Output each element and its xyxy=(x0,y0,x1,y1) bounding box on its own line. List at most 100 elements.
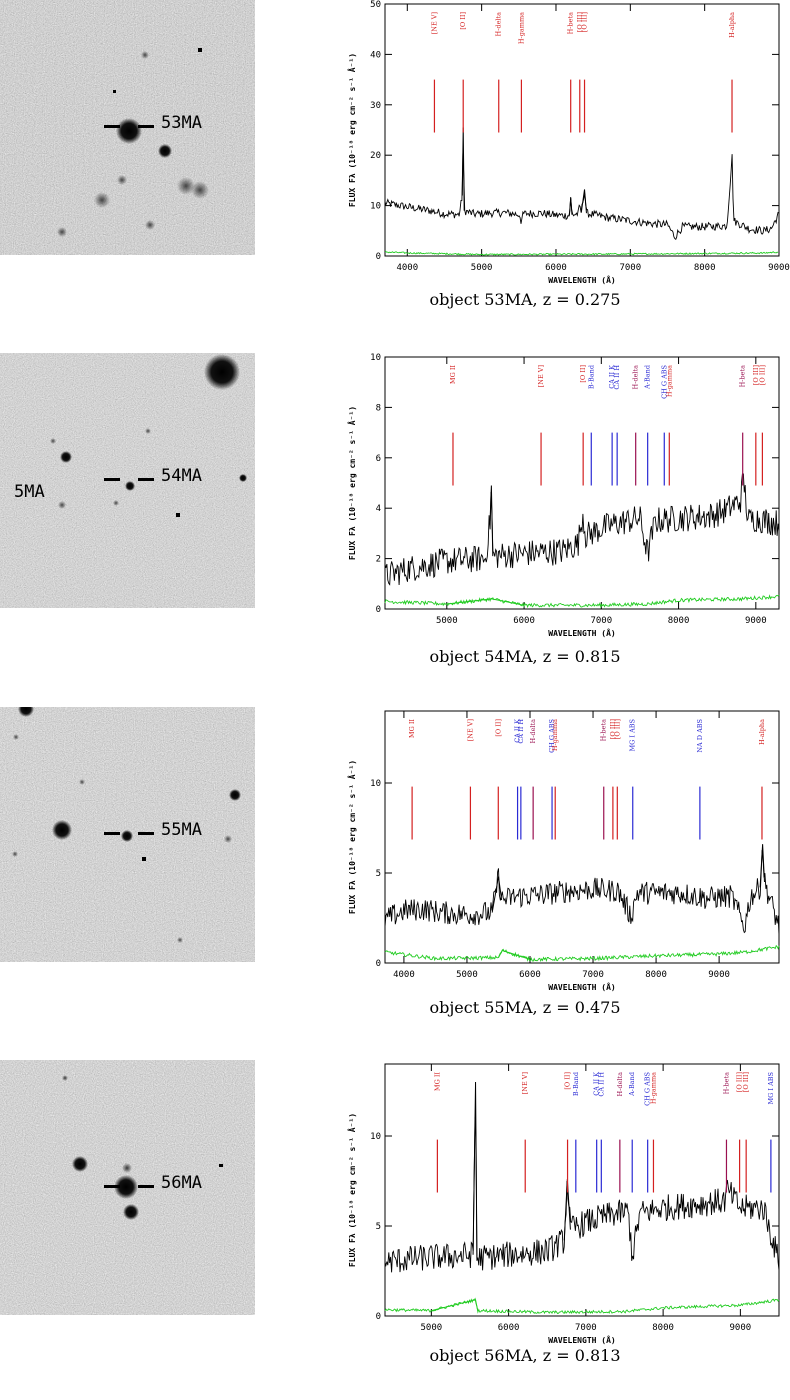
emission-peak xyxy=(759,844,766,888)
x-tick-label: 7000 xyxy=(582,970,604,980)
y-axis-label: FLUX Fλ (10⁻¹⁸ erg cm⁻² s⁻¹ Å⁻¹) xyxy=(347,1113,357,1267)
x-tick-label: 8000 xyxy=(652,1323,674,1333)
x-tick-label: 6000 xyxy=(519,970,541,980)
line-label: MG I ABS xyxy=(767,1072,775,1104)
line-label: H-gamma xyxy=(649,1072,657,1104)
x-axis-label: WAVELENGTH (Å) xyxy=(548,1335,615,1345)
marker-left xyxy=(104,832,120,835)
line-label: H-delta xyxy=(529,719,537,744)
panel-54ma: 54MA 5MA 5000 6000 7000 8000 9000 0 2 4 6 8 10 WAVE… xyxy=(0,353,790,693)
spectral-line-marker: [NE V] xyxy=(430,12,438,133)
x-tick-label: 6000 xyxy=(498,1323,520,1333)
emission-peak xyxy=(498,949,531,960)
x-tick-label: 9000 xyxy=(745,616,767,626)
line-label: CA II H xyxy=(517,719,525,744)
x-tick-label: 7000 xyxy=(575,1323,597,1333)
line-label: [NE V] xyxy=(537,365,545,387)
line-label: [O III] xyxy=(742,1072,750,1092)
axes: 4000 5000 6000 7000 8000 9000 0 5 10 WAVELENGTH (… xyxy=(347,711,779,992)
line-label: [O III] xyxy=(613,719,621,739)
x-tick-label: 5000 xyxy=(456,970,478,980)
spectral-line-marker: CA II H xyxy=(613,365,621,486)
y-tick-label: 4 xyxy=(376,504,381,514)
line-label: [O III] xyxy=(609,719,617,739)
spectral-line-marker: H-beta xyxy=(739,365,747,486)
spectral-line-marker: CA II K xyxy=(608,365,616,486)
axes: 5000 6000 7000 8000 9000 0 5 10 WAVELENGTH (Å) FL… xyxy=(347,1064,779,1345)
line-label: [NE V] xyxy=(521,1072,529,1094)
line-label: MG II xyxy=(449,365,457,384)
spectrum-chart-56ma: 5000 6000 7000 8000 9000 0 5 10 WAVELENGTH (Å) FL… xyxy=(347,1063,780,1345)
x-axis-label: WAVELENGTH (Å) xyxy=(548,275,615,285)
x-tick-label: 9000 xyxy=(708,970,730,980)
spectral-line-marker: A-Band xyxy=(644,365,652,486)
y-tick-label: 50 xyxy=(370,0,381,10)
marker-right xyxy=(138,478,154,481)
spectral-line-marker: [O III] xyxy=(613,719,621,840)
emission-peak xyxy=(431,1299,479,1312)
line-label: MG I ABS xyxy=(629,719,637,751)
line-label: [O II] xyxy=(579,365,587,383)
object-label: 55MA xyxy=(161,820,202,840)
x-tick-label: 8000 xyxy=(668,616,690,626)
spectral-line-marker: [O II] xyxy=(494,719,502,840)
spectral-line-marker: MG II xyxy=(433,1072,441,1193)
spectral-line-marker: [O III] xyxy=(581,12,589,133)
line-label: CA II K xyxy=(514,719,522,743)
spectral-line-marker: B-Band xyxy=(572,1072,580,1193)
spectral-line-marker: [O III] xyxy=(752,365,760,486)
plot-frame xyxy=(384,356,780,610)
line-label: MG II xyxy=(433,1072,441,1091)
spectral-line-marker: CA II H xyxy=(597,1072,605,1193)
flux-spectrum-line xyxy=(384,1117,780,1273)
line-label: H-beta xyxy=(739,365,747,387)
spectral-line-marker: CA II H xyxy=(517,719,525,840)
panel-53ma: 53MA 4000 5000 6000 7000 8000 9000 0 10 20 30 40 50… xyxy=(0,0,790,340)
noise-spectrum-line xyxy=(384,1297,780,1315)
y-axis-label: FLUX Fλ (10⁻¹⁸ erg cm⁻² s⁻¹ Å⁻¹) xyxy=(347,53,357,207)
spectral-line-marker: H-gamma xyxy=(649,1072,657,1193)
line-label: H-beta xyxy=(722,1072,730,1094)
noise-spectrum-line xyxy=(384,944,780,963)
marker-right xyxy=(138,1185,154,1188)
y-tick-label: 6 xyxy=(376,454,381,464)
spectral-line-marker: [NE V] xyxy=(466,719,474,840)
x-tick-label: 4000 xyxy=(396,263,418,273)
spectral-line-marker: MG I ABS xyxy=(767,1072,775,1193)
y-tick-label: 10 xyxy=(370,353,381,363)
marker-left xyxy=(104,1185,120,1188)
y-tick-label: 0 xyxy=(376,959,381,969)
sky-image-55ma xyxy=(0,707,255,962)
spectral-line-marker: [NE V] xyxy=(521,1072,529,1193)
spectral-line-marker: [O III] xyxy=(742,1072,750,1193)
spectral-line-marker: [O II] xyxy=(579,365,587,486)
emission-peak xyxy=(446,598,525,606)
line-label: CH G ABS xyxy=(548,719,556,753)
spectral-line-marker: H-beta xyxy=(567,12,575,133)
spectral-line-marker: H-beta xyxy=(722,1072,730,1193)
line-label: [O III] xyxy=(752,365,760,385)
spectral-line-marker: [O III] xyxy=(758,365,766,486)
line-label: [O III] xyxy=(581,12,589,32)
y-tick-label: 8 xyxy=(376,403,381,413)
y-tick-label: 10 xyxy=(370,1132,381,1142)
sky-image xyxy=(0,707,255,962)
line-label: CA II H xyxy=(597,1072,605,1097)
line-label: CH G ABS xyxy=(644,1072,652,1106)
object-label: 54MA xyxy=(161,466,202,486)
spectrum-chart-55ma: 4000 5000 6000 7000 8000 9000 0 5 10 WAVELENGTH (… xyxy=(347,710,780,992)
sky-image xyxy=(0,0,255,255)
spectral-line-marker: [O III] xyxy=(576,12,584,133)
spectral-line-marker: H-gamma xyxy=(551,719,559,840)
line-label: H-gamma xyxy=(551,719,559,751)
spectral-line-marker: MG II xyxy=(408,719,416,840)
spectral-line-marker: H-beta xyxy=(600,719,608,840)
flux-spectrum-line xyxy=(384,153,779,240)
y-axis-label: FLUX Fλ (10⁻¹⁸ erg cm⁻² s⁻¹ Å⁻¹) xyxy=(347,406,357,560)
figure-caption: object 53MA, z = 0.275 xyxy=(429,290,621,309)
line-label: MG II xyxy=(408,719,416,738)
y-tick-label: 0 xyxy=(376,605,381,615)
y-axis-label: FLUX Fλ (10⁻¹⁸ erg cm⁻² s⁻¹ Å⁻¹) xyxy=(347,760,357,914)
emission-peak xyxy=(580,189,587,214)
figure-caption: object 56MA, z = 0.813 xyxy=(429,1346,621,1365)
